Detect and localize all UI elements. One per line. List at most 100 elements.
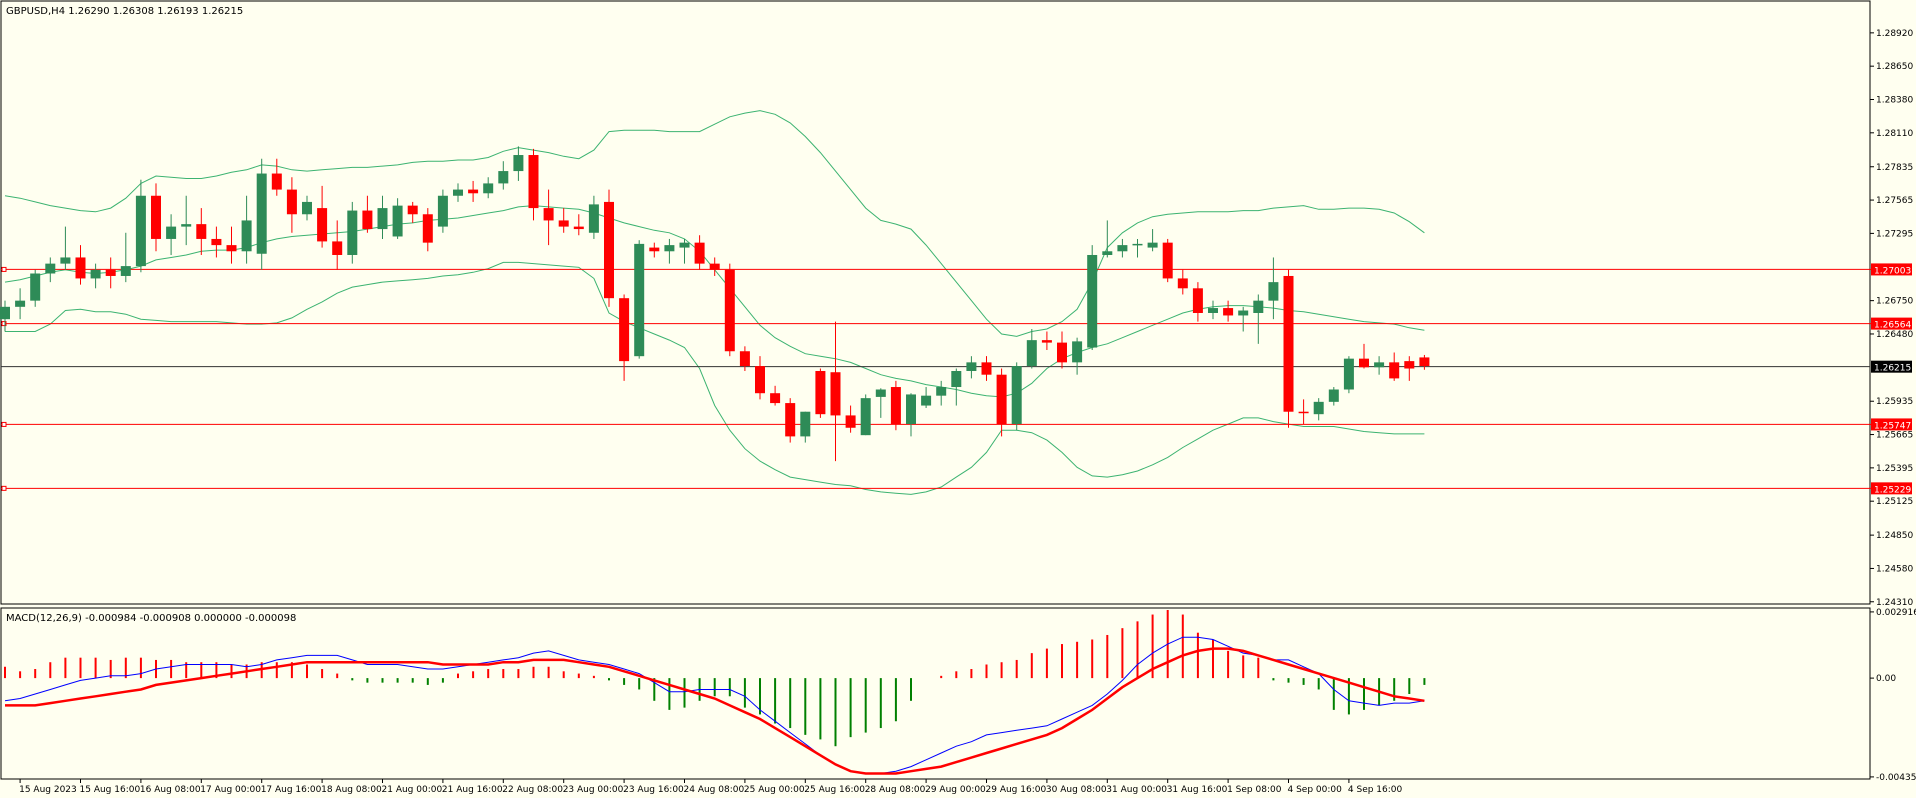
bear-candle [755, 366, 765, 394]
line-anchor[interactable] [1, 321, 7, 327]
bear-candle [739, 351, 750, 367]
bull-candle [256, 173, 267, 254]
bear-candle [573, 226, 584, 230]
bull-candle [1087, 254, 1098, 348]
macd-tick-label: 0.00 [1876, 674, 1896, 684]
time-tick-label: 17 Aug 16:00 [261, 785, 322, 795]
price-label-bg [1871, 418, 1912, 431]
bull-candle [453, 189, 463, 196]
main-panel-frame [0, 0, 1871, 605]
price-tick-label: 1.28110 [1876, 129, 1913, 139]
price-axis: 1.28920 1.28650 1.28380 1.28110 1.27835 1.275… [1870, 29, 1913, 608]
macd-tick-label: -0.004352 [1876, 773, 1916, 783]
bull-candle [1011, 366, 1022, 425]
current-price-label-bg [1871, 360, 1912, 373]
bear-candle [226, 245, 237, 252]
bull-candle [588, 204, 599, 233]
candles [0, 146, 1430, 462]
bear-candle [1419, 357, 1430, 367]
bear-candle [981, 362, 992, 375]
price-tick-label: 1.28650 [1876, 62, 1913, 72]
bear-candle [105, 269, 116, 276]
time-tick-label: 4 Sep 00:00 [1288, 785, 1343, 795]
line-anchor[interactable] [1, 485, 7, 491]
bull-candle [966, 362, 977, 371]
bear-candle [845, 415, 856, 428]
bull-candle [0, 306, 10, 320]
current-price-label: 1.26215 [1874, 364, 1911, 374]
bull-candle [437, 195, 448, 227]
bear-candle [709, 263, 720, 270]
bull-candle [800, 411, 811, 437]
line-anchor[interactable] [1, 266, 7, 272]
bull-candle [1072, 341, 1083, 363]
time-tick-label: 31 Aug 16:00 [1167, 785, 1228, 795]
price-tick-label: 1.24850 [1876, 531, 1913, 541]
line-anchor[interactable] [1, 421, 7, 427]
bull-candle [860, 398, 871, 436]
bull-candle [1328, 389, 1339, 402]
bull-candle [498, 171, 509, 184]
bull-candle [1117, 245, 1128, 252]
time-tick-label: 25 Aug 00:00 [744, 785, 805, 795]
bull-candle [1147, 242, 1158, 248]
bear-candle [649, 247, 660, 252]
time-tick-label: 29 Aug 00:00 [925, 785, 986, 795]
price-tick-label: 1.27835 [1876, 163, 1913, 173]
bear-candle [1404, 361, 1415, 369]
signal-line [5, 647, 1425, 775]
bear-candle [1192, 288, 1203, 313]
bear-candle [1223, 308, 1234, 316]
price-tick-label: 1.28380 [1876, 95, 1913, 105]
bear-candle [528, 155, 539, 209]
price-label: 1.25229 [1874, 485, 1911, 495]
price-tick-label: 1.26480 [1876, 330, 1913, 340]
bull-candle [120, 266, 131, 276]
horizontal-lines[interactable]: 1.27003 1.26564 1.25747 1.25229 1.26215 [1, 263, 1912, 495]
bull-candle [392, 205, 403, 237]
bull-candle [1238, 310, 1249, 316]
macd-line [4, 636, 1425, 774]
bull-candle [241, 220, 252, 252]
symbol-info: GBPUSD,H4 1.26290 1.26308 1.26193 1.2621… [6, 6, 243, 17]
time-tick-label: 23 Aug 16:00 [623, 785, 684, 795]
price-tick-label: 1.27565 [1876, 196, 1913, 206]
price-tick-label: 1.24580 [1876, 564, 1913, 574]
time-tick-label: 4 Sep 16:00 [1348, 785, 1403, 795]
price-tick-label: 1.25125 [1876, 497, 1913, 507]
bull-candle [1374, 362, 1385, 368]
time-tick-label: 30 Aug 08:00 [1046, 785, 1107, 795]
bear-candle [422, 214, 433, 243]
price-label-bg [1871, 482, 1912, 495]
bear-candle [407, 205, 418, 215]
bull-candle [1343, 358, 1354, 390]
price-tick-label: 1.28920 [1876, 29, 1913, 39]
bull-candle [679, 242, 690, 248]
bear-candle [317, 208, 328, 242]
bear-candle [604, 201, 614, 299]
bear-candle [286, 189, 297, 215]
bull-candle [60, 257, 71, 264]
time-tick-label: 15 Aug 16:00 [80, 785, 141, 795]
bull-candle [513, 155, 524, 172]
bull-candle [483, 183, 494, 194]
bollinger-upper-line [4, 110, 1425, 337]
bear-candle [75, 257, 86, 279]
price-tick-label: 1.25665 [1876, 431, 1913, 441]
bear-candle [468, 189, 479, 194]
bull-candle [90, 269, 101, 279]
bull-candle [906, 394, 916, 425]
bear-candle [1283, 275, 1294, 412]
bear-candle [890, 387, 901, 425]
bull-candle [936, 387, 947, 396]
bear-candle [1298, 411, 1309, 414]
bear-candle [196, 224, 207, 239]
bull-candle [1132, 243, 1143, 246]
time-tick-label: 25 Aug 16:00 [804, 785, 865, 795]
bull-candle [875, 389, 886, 397]
bear-candle [151, 195, 161, 239]
bear-candle [211, 238, 222, 246]
price-tick-label: 1.25935 [1876, 397, 1913, 407]
